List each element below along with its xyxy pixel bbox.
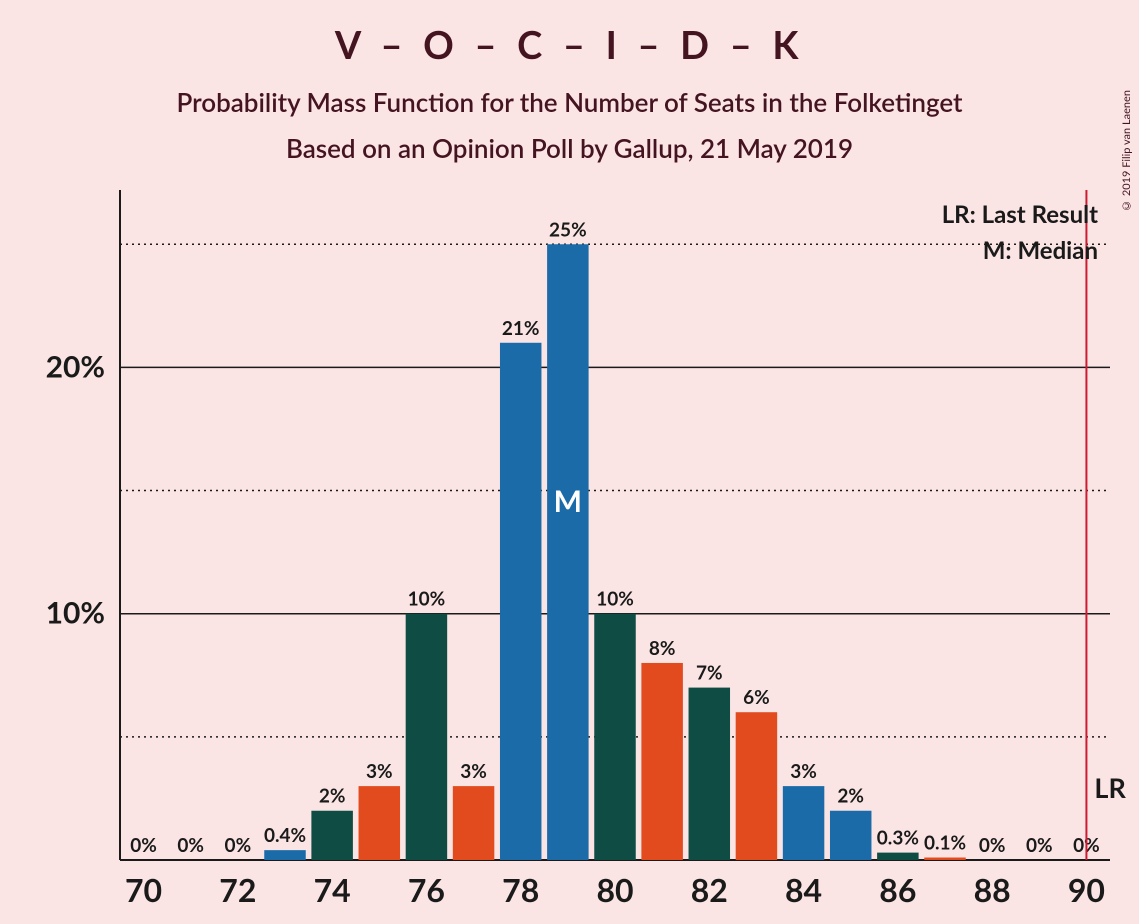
bar [924, 858, 965, 860]
chart-subtitle-2: Based on an Opinion Poll by Gallup, 21 M… [0, 118, 1139, 164]
x-tick-label: 84 [785, 870, 822, 909]
bar [500, 343, 541, 860]
legend-lr: LR: Last Result [942, 200, 1098, 229]
bar-value-label: 2% [319, 785, 346, 808]
bar [594, 614, 635, 860]
bar-value-label: 0% [225, 834, 252, 857]
bar [547, 244, 588, 860]
bar-value-label: 8% [649, 637, 676, 660]
bar [877, 853, 918, 860]
bar-value-label: 10% [596, 588, 634, 611]
bar [311, 811, 352, 860]
bar-value-label: 0% [1026, 834, 1053, 857]
lr-axis-label: LR [1094, 771, 1126, 804]
x-tick-label: 88 [974, 870, 1011, 909]
x-tick-label: 74 [314, 870, 351, 909]
x-tick-label: 86 [879, 870, 916, 909]
bar-value-label: 0% [177, 834, 204, 857]
median-marker: M [554, 483, 582, 519]
bar-value-label: 3% [790, 760, 817, 783]
bar [830, 811, 871, 860]
copyright-text: © 2019 Filip van Laenen [1120, 90, 1133, 212]
bar [359, 786, 400, 860]
y-tick-label: 20% [46, 348, 105, 384]
bar [641, 663, 682, 860]
bar [783, 786, 824, 860]
x-tick-label: 80 [596, 870, 633, 909]
bar [264, 850, 305, 860]
bar [453, 786, 494, 860]
chart-subtitle-1: Probability Mass Function for the Number… [0, 68, 1139, 118]
x-tick-label: 82 [691, 870, 728, 909]
bar-value-label: 2% [837, 785, 864, 808]
x-tick-label: 70 [125, 870, 162, 909]
bar-value-label: 0% [130, 834, 157, 857]
bar-value-label: 0.1% [924, 832, 966, 855]
bar-value-label: 10% [408, 588, 446, 611]
bar [736, 712, 777, 860]
bar-value-label: 3% [460, 760, 487, 783]
legend-median: M: Median [983, 236, 1098, 265]
bar-value-label: 25% [549, 218, 587, 241]
x-tick-label: 78 [502, 870, 539, 909]
y-tick-label: 10% [46, 595, 105, 631]
bar-value-label: 0.3% [877, 827, 919, 850]
bar-value-label: 6% [743, 686, 770, 709]
bar-value-label: 0% [979, 834, 1006, 857]
bar-value-label: 21% [502, 317, 540, 340]
bar [406, 614, 447, 860]
x-tick-label: 72 [219, 870, 256, 909]
chart-title: V – O – C – I – D – K [0, 0, 1139, 68]
bar-value-label: 0% [1073, 834, 1100, 857]
bar-value-label: 3% [366, 760, 393, 783]
bar-value-label: 0.4% [264, 824, 306, 847]
x-tick-label: 76 [408, 870, 445, 909]
x-tick-label: 90 [1068, 870, 1105, 909]
bar [689, 688, 730, 860]
bar-value-label: 7% [696, 662, 723, 685]
